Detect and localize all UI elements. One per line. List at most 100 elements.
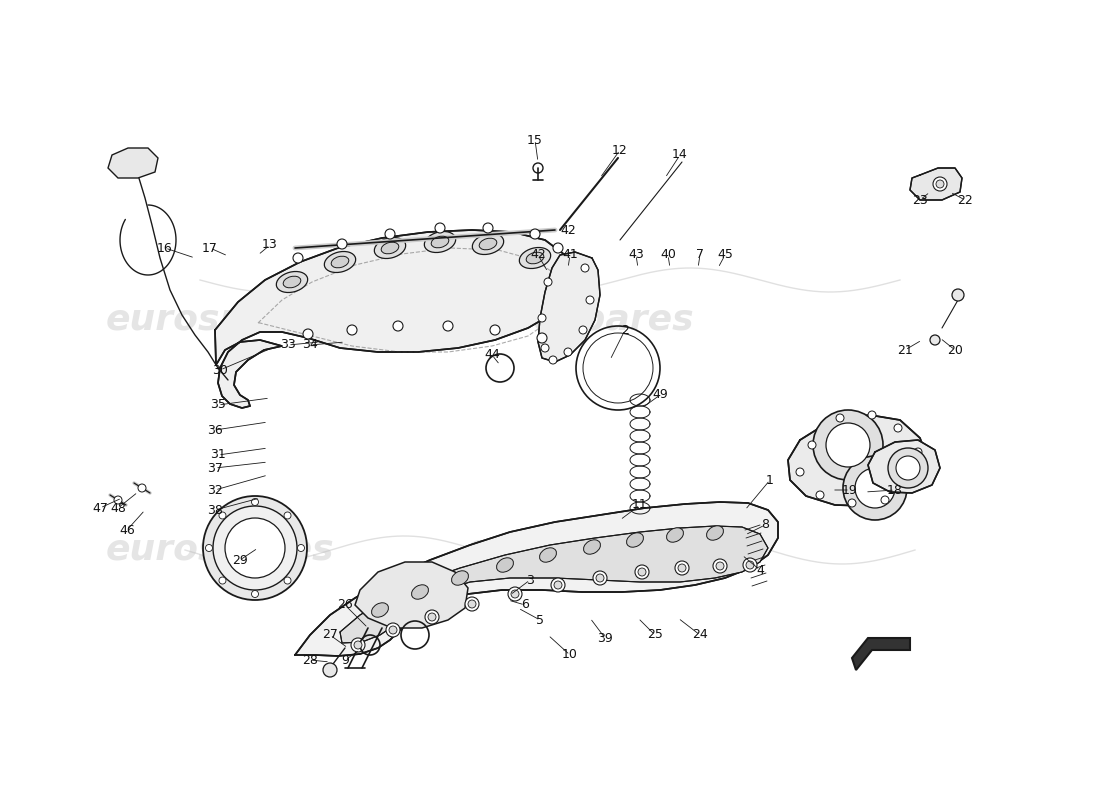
Circle shape <box>596 574 604 582</box>
Polygon shape <box>295 502 778 656</box>
Text: 24: 24 <box>692 629 708 642</box>
Ellipse shape <box>480 238 497 250</box>
Circle shape <box>813 410 883 480</box>
Circle shape <box>554 581 562 589</box>
Circle shape <box>638 568 646 576</box>
Circle shape <box>579 326 587 334</box>
Text: 47: 47 <box>92 502 108 514</box>
Polygon shape <box>868 440 940 493</box>
Circle shape <box>635 565 649 579</box>
Circle shape <box>465 597 478 611</box>
Circle shape <box>914 448 922 456</box>
Circle shape <box>796 468 804 476</box>
Ellipse shape <box>667 528 683 542</box>
Circle shape <box>586 296 594 304</box>
Circle shape <box>434 223 446 233</box>
Circle shape <box>138 484 146 492</box>
Text: 35: 35 <box>210 398 225 411</box>
Polygon shape <box>214 230 572 408</box>
Circle shape <box>896 456 920 480</box>
Text: eurospares: eurospares <box>465 303 694 337</box>
Text: 46: 46 <box>119 523 135 537</box>
Ellipse shape <box>431 236 449 248</box>
Circle shape <box>746 561 754 569</box>
Circle shape <box>936 180 944 188</box>
Text: 27: 27 <box>322 629 338 642</box>
Polygon shape <box>852 638 910 670</box>
Text: 25: 25 <box>647 629 663 642</box>
Text: 14: 14 <box>672 149 688 162</box>
Text: 10: 10 <box>562 649 578 662</box>
Polygon shape <box>538 252 600 362</box>
Ellipse shape <box>374 238 406 258</box>
Text: 42: 42 <box>560 223 576 237</box>
Circle shape <box>855 468 895 508</box>
Circle shape <box>508 587 522 601</box>
Ellipse shape <box>519 247 551 269</box>
Text: 26: 26 <box>337 598 353 611</box>
Circle shape <box>293 253 303 263</box>
Text: 32: 32 <box>207 483 223 497</box>
Circle shape <box>549 356 557 364</box>
Circle shape <box>816 491 824 499</box>
Text: 22: 22 <box>957 194 972 206</box>
Circle shape <box>206 545 212 551</box>
Circle shape <box>389 626 397 634</box>
Circle shape <box>848 499 856 507</box>
Circle shape <box>581 264 589 272</box>
Circle shape <box>544 278 552 286</box>
Circle shape <box>933 177 947 191</box>
Text: 4: 4 <box>756 563 763 577</box>
Circle shape <box>930 335 940 345</box>
Polygon shape <box>788 415 928 506</box>
Circle shape <box>213 506 297 590</box>
Text: eurospares: eurospares <box>465 533 694 567</box>
Circle shape <box>716 562 724 570</box>
Circle shape <box>337 239 346 249</box>
Circle shape <box>219 512 225 519</box>
Circle shape <box>302 329 313 339</box>
Circle shape <box>490 325 500 335</box>
Text: 18: 18 <box>887 483 903 497</box>
Circle shape <box>678 564 686 572</box>
Ellipse shape <box>540 548 557 562</box>
Circle shape <box>952 289 964 301</box>
Text: 45: 45 <box>717 249 733 262</box>
Text: 23: 23 <box>912 194 928 206</box>
Circle shape <box>354 641 362 649</box>
Circle shape <box>534 163 543 173</box>
Circle shape <box>553 243 563 253</box>
Circle shape <box>868 411 876 419</box>
Circle shape <box>425 610 439 624</box>
Circle shape <box>551 578 565 592</box>
Text: 8: 8 <box>761 518 769 531</box>
Text: 42: 42 <box>530 249 546 262</box>
Text: 15: 15 <box>527 134 543 146</box>
Text: 17: 17 <box>202 242 218 254</box>
Circle shape <box>713 559 727 573</box>
Text: 2: 2 <box>621 323 629 337</box>
Text: 5: 5 <box>536 614 544 626</box>
Text: 29: 29 <box>232 554 248 566</box>
Polygon shape <box>355 562 468 628</box>
Circle shape <box>346 325 358 335</box>
Text: 30: 30 <box>212 363 228 377</box>
Polygon shape <box>340 526 768 643</box>
Circle shape <box>297 545 305 551</box>
Circle shape <box>906 478 914 486</box>
Circle shape <box>483 223 493 233</box>
Ellipse shape <box>452 570 469 586</box>
Ellipse shape <box>496 558 514 572</box>
Circle shape <box>226 518 285 578</box>
Text: eurospares: eurospares <box>106 533 334 567</box>
Circle shape <box>808 441 816 449</box>
Circle shape <box>593 571 607 585</box>
Text: 6: 6 <box>521 598 529 611</box>
Circle shape <box>393 321 403 331</box>
Text: 39: 39 <box>597 631 613 645</box>
Circle shape <box>530 229 540 239</box>
Polygon shape <box>910 168 962 200</box>
Ellipse shape <box>411 585 428 599</box>
Text: 49: 49 <box>652 389 668 402</box>
Text: 33: 33 <box>280 338 296 351</box>
